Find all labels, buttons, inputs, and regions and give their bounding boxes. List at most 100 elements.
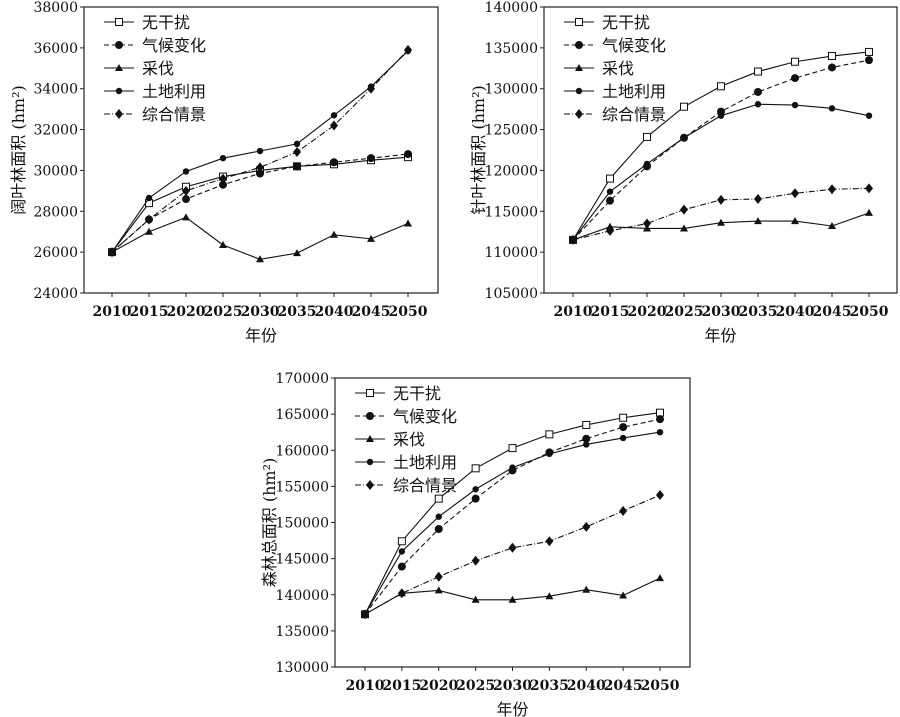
y-tick-label: 150000 <box>276 516 329 532</box>
data-point <box>471 464 480 473</box>
data-point <box>397 588 406 599</box>
data-point <box>182 195 190 204</box>
data-point <box>330 158 338 167</box>
y-tick-label: 34000 <box>33 82 78 98</box>
data-point <box>182 185 190 196</box>
data-point <box>582 434 591 443</box>
y-tick-label: 130000 <box>276 660 329 676</box>
data-point <box>828 105 836 112</box>
y-tick-label: 38000 <box>33 0 78 16</box>
data-point <box>865 56 873 65</box>
y-tick-label: 140000 <box>485 0 538 16</box>
data-point <box>293 249 301 257</box>
data-point <box>367 154 375 163</box>
data-point <box>828 52 836 61</box>
legend-marker <box>115 64 123 71</box>
data-point <box>367 83 375 94</box>
data-point <box>569 234 577 245</box>
legend-marker <box>575 109 583 119</box>
data-point <box>508 595 517 603</box>
x-tick-label: 2030 <box>241 304 280 320</box>
data-point <box>219 240 227 248</box>
data-point <box>582 585 591 593</box>
series-综合情景: 综合情景 <box>564 105 873 245</box>
data-point <box>108 247 116 258</box>
data-point <box>828 184 836 195</box>
legend-label: 土地利用 <box>393 453 457 472</box>
data-point <box>330 120 338 131</box>
x-tick-label: 2025 <box>456 678 495 694</box>
series-采伐: 采伐 <box>564 59 873 243</box>
x-axis-label: 年份 <box>704 326 736 345</box>
data-point <box>545 592 554 600</box>
legend-marker <box>366 435 374 442</box>
y-tick-label: 120000 <box>485 163 538 179</box>
x-tick-label: 2015 <box>130 304 169 320</box>
x-tick-label: 2020 <box>167 304 206 320</box>
y-tick-label: 135000 <box>485 41 538 57</box>
data-point <box>434 571 443 582</box>
legend-label: 综合情景 <box>602 105 666 124</box>
data-point <box>606 188 614 195</box>
y-tick-label: 105000 <box>485 286 538 302</box>
data-point <box>471 595 480 603</box>
data-point <box>435 513 442 520</box>
y-tick-label: 130000 <box>485 82 538 98</box>
legend-label: 气候变化 <box>393 407 457 426</box>
data-point <box>619 591 628 599</box>
legend-label: 气候变化 <box>602 36 666 55</box>
data-point <box>754 217 762 225</box>
y-tick-label: 125000 <box>485 123 538 139</box>
data-point <box>828 221 836 229</box>
y-tick-label: 28000 <box>33 204 78 220</box>
data-point <box>717 112 725 119</box>
data-point <box>256 162 264 173</box>
legend-marker <box>575 64 583 71</box>
legend-marker <box>115 109 123 119</box>
data-point <box>293 162 301 171</box>
series-土地利用: 土地利用 <box>104 47 412 256</box>
x-tick-label: 2010 <box>346 678 385 694</box>
data-point <box>791 217 799 225</box>
y-tick-label: 26000 <box>33 245 78 261</box>
legend-label: 气候变化 <box>142 36 206 55</box>
legend-marker <box>575 18 583 26</box>
data-point <box>606 174 614 183</box>
data-point <box>643 160 651 168</box>
data-point <box>656 415 664 424</box>
data-point <box>404 44 412 55</box>
y-tick-label: 160000 <box>276 443 329 459</box>
data-point <box>509 464 516 471</box>
data-point <box>619 423 628 432</box>
data-point <box>256 169 264 178</box>
x-tick-label: 2045 <box>813 304 852 320</box>
legend-label: 土地利用 <box>142 82 206 101</box>
data-point <box>754 194 762 205</box>
data-point <box>754 101 762 108</box>
data-point <box>471 494 480 503</box>
data-point <box>293 147 301 158</box>
data-point <box>508 542 517 553</box>
x-tick-label: 2045 <box>604 678 643 694</box>
x-tick-label: 2010 <box>93 304 132 320</box>
data-point <box>219 154 227 162</box>
plot-frame <box>543 6 898 294</box>
x-tick-label: 2035 <box>278 304 317 320</box>
y-axis-label: 阔叶林面积 (hm²) <box>9 85 28 214</box>
data-point <box>398 548 406 555</box>
series-line <box>572 212 870 241</box>
data-point <box>717 82 725 91</box>
data-point <box>145 227 153 235</box>
y-tick-label: 30000 <box>33 163 78 179</box>
chart-2: 105000 110000 115000 120000 125000 130000 1350… <box>469 0 898 345</box>
x-tick-label: 2025 <box>204 304 243 320</box>
series-line <box>111 216 409 260</box>
x-tick-label: 2035 <box>530 678 569 694</box>
legend-marker <box>366 412 374 420</box>
data-point <box>791 101 799 109</box>
series-line <box>364 418 661 615</box>
y-tick-label: 155000 <box>276 479 329 495</box>
data-point <box>219 180 227 189</box>
series-无干扰: 无干扰 <box>355 384 664 619</box>
